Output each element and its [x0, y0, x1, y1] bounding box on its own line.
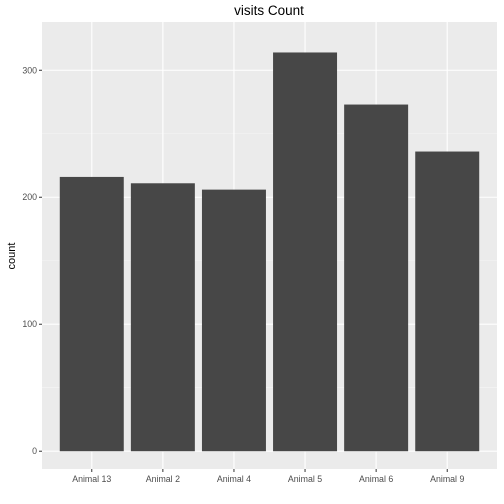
bar [201, 189, 266, 452]
y-axis-title: count [6, 243, 18, 270]
x-axis: Animal 13 Animal 2 Animal 4 Animal 5 Animal … [72, 469, 464, 484]
y-tick-label: 200 [22, 192, 37, 202]
bar [415, 151, 480, 452]
x-tick-label: Animal 6 [359, 474, 393, 484]
bar [344, 104, 409, 452]
bars [59, 52, 480, 452]
x-tick-label: Animal 5 [288, 474, 322, 484]
y-axis: 0 100 200 300 [22, 65, 42, 456]
bar [130, 183, 195, 452]
bar [273, 52, 338, 452]
y-tick-label: 300 [22, 65, 37, 75]
x-tick-label: Animal 2 [146, 474, 180, 484]
y-tick-label: 100 [22, 319, 37, 329]
chart-title: visits Count [234, 3, 304, 18]
x-tick-label: Animal 13 [72, 474, 111, 484]
x-tick-label: Animal 9 [430, 474, 464, 484]
x-tick-label: Animal 4 [217, 474, 251, 484]
y-tick-label: 0 [32, 446, 37, 456]
bar [59, 176, 124, 452]
